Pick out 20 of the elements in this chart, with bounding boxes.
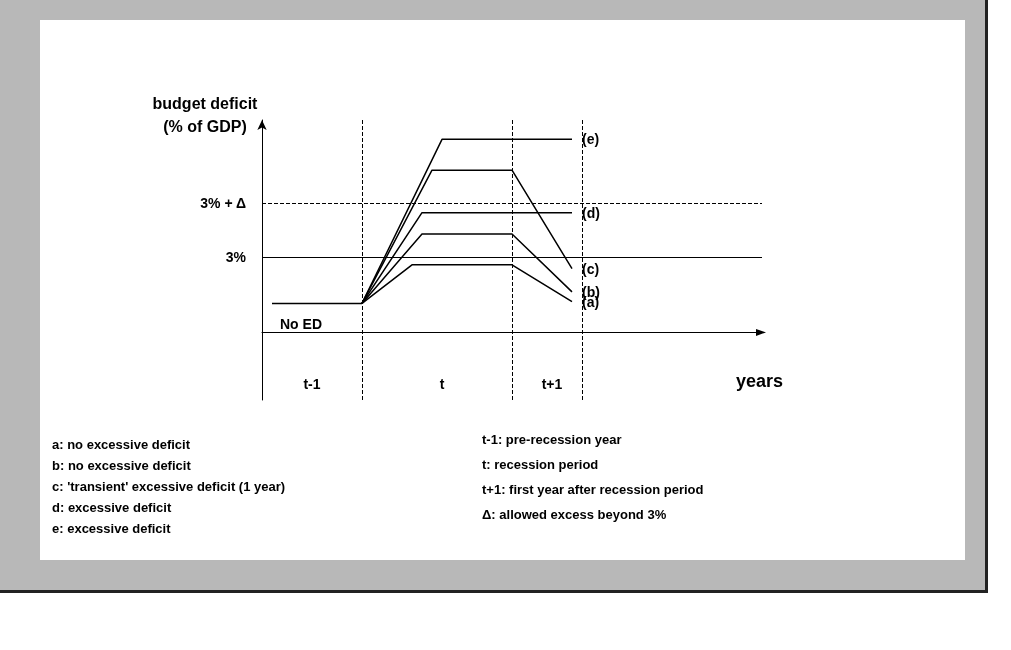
series-label: (c) <box>582 260 600 277</box>
text: e: excessive deficit <box>52 521 172 536</box>
y-axis-title: budget deficit (% of GDP) <box>151 94 259 137</box>
text: t <box>439 376 445 393</box>
text: t-1 <box>303 376 321 393</box>
text: Δ: allowed excess beyond 3% <box>482 507 667 522</box>
text: 3% + Δ <box>200 195 246 212</box>
text: t: recession period <box>482 457 599 472</box>
text: t+1: first year after recession period <box>482 482 704 497</box>
series-label: (d) <box>582 204 600 221</box>
series-label: (e) <box>582 131 600 148</box>
text: 3% <box>225 249 247 266</box>
text: t-1: pre-recession year <box>482 432 622 447</box>
text: b: no excessive deficit <box>52 458 192 473</box>
text: d: excessive deficit <box>52 500 172 515</box>
annotation: No ED <box>280 316 322 333</box>
text: c: 'transient' excessive deficit (1 year) <box>52 479 286 494</box>
text: a: no excessive deficit <box>52 437 191 452</box>
x-axis-title: years <box>736 371 784 392</box>
text: t+1 <box>541 376 563 393</box>
